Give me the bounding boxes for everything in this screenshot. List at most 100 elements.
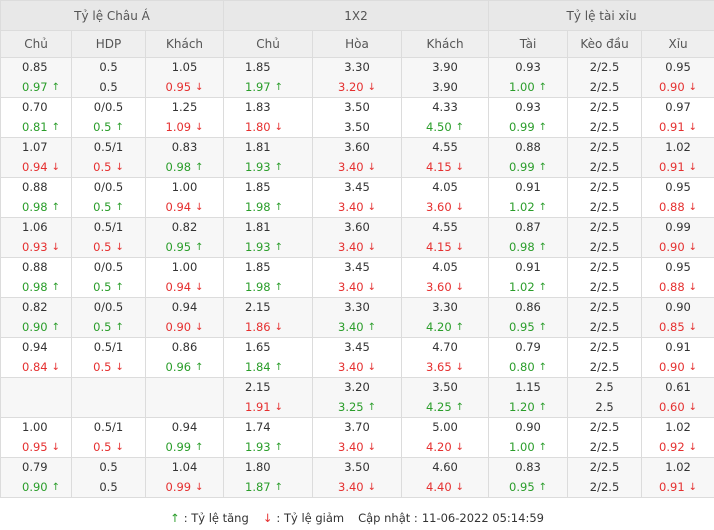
odds-top-line: 1.83 (224, 99, 312, 116)
odds-value: 2/2.5 (589, 160, 620, 174)
odds-value: 0.82 (171, 220, 198, 234)
arrow-up-icon: ↑ (115, 202, 124, 213)
odds-bottom-line: 3.50 (313, 119, 401, 136)
cell-1x2-away: 4.70 3.65 ↓ (401, 337, 490, 378)
odds-value: 0.98 (509, 240, 535, 254)
odds-top-line: 3.30 (313, 59, 401, 76)
arrow-down-icon: ↓ (688, 482, 698, 493)
odds-value: 3.45 (344, 340, 370, 354)
cell-under: 1.02 0.91 ↓ (641, 457, 714, 498)
odds-row: 0.88 0.98 ↑ 0/0.5 0.5 ↑ 1.00 0.94 ↓ 1.85 1.98 ↑ 3.45… (0, 177, 714, 218)
odds-bottom-line: 3.25 ↑ (313, 399, 401, 416)
odds-bottom-line: 0.5 ↑ (72, 199, 145, 216)
arrow-down-icon: ↓ (688, 322, 698, 333)
odds-value: 2/2.5 (589, 200, 620, 214)
odds-bottom-line: 1.20 ↑ (489, 399, 567, 416)
odds-value: 1.93 (245, 440, 271, 454)
arrow-up-icon: ↑ (115, 122, 124, 133)
odds-bottom-line: 0.95 ↓ (1, 439, 71, 456)
cell-draw: 3.60 3.40 ↓ (312, 217, 403, 258)
odds-value: 2.5 (595, 380, 614, 394)
odds-bottom-line: 0.5 ↓ (72, 359, 145, 376)
odds-top-line: 0.87 (489, 219, 567, 236)
odds-value: 0.88 (659, 280, 685, 294)
odds-top-line: 3.45 (313, 259, 401, 276)
odds-bottom-line (72, 399, 145, 416)
odds-top-line: 0.70 (1, 99, 71, 116)
odds-bottom-line: 0.88 ↓ (642, 279, 714, 296)
odds-top-line: 0.97 (642, 99, 714, 116)
odds-value: 3.30 (344, 300, 370, 314)
odds-value: 0.95 (509, 480, 535, 494)
cell-asian-away: 1.00 0.94 ↓ (144, 177, 225, 218)
odds-value: 0.83 (171, 140, 198, 154)
arrow-up-icon: ↑ (170, 511, 180, 525)
arrow-down-icon: ↓ (51, 162, 60, 173)
odds-bottom-line: 3.40 ↓ (313, 159, 401, 176)
odds-top-line: 2/2.5 (568, 139, 641, 156)
arrow-down-icon: ↓ (195, 282, 204, 293)
odds-top-line: 2/2.5 (568, 299, 641, 316)
cell-draw: 3.45 3.40 ↓ (312, 257, 403, 298)
odds-value: 2/2.5 (589, 420, 620, 434)
odds-top-line: 0/0.5 (72, 299, 145, 316)
odds-value: 1.02 (665, 460, 691, 474)
odds-bottom-line: 0.88 ↓ (642, 199, 714, 216)
odds-value: 0.5 (93, 440, 112, 454)
odds-top-line: 2/2.5 (568, 99, 641, 116)
cell-asian-home: 1.07 0.94 ↓ (0, 137, 72, 178)
odds-value: 5.00 (432, 420, 458, 434)
arrow-down-icon: ↓ (51, 442, 60, 453)
odds-value: 0.84 (22, 360, 48, 374)
odds-top-line: 0.79 (489, 339, 567, 356)
odds-top-line: 0.61 (642, 379, 714, 396)
odds-top-line: 1.02 (642, 139, 714, 156)
odds-value: 0.5 (99, 480, 118, 494)
arrow-up-icon: ↑ (51, 322, 60, 333)
odds-value: 1.81 (245, 140, 271, 154)
odds-value: 3.30 (344, 60, 370, 74)
odds-top-line: 0.86 (489, 299, 567, 316)
cell-opening-line: 2/2.5 2/2.5 (567, 337, 643, 378)
odds-value: 1.04 (171, 460, 198, 474)
odds-value: 1.85 (245, 180, 271, 194)
odds-top-line: 0.91 (489, 179, 567, 196)
odds-bottom-line: 0.93 ↓ (1, 239, 71, 256)
arrow-down-icon: ↓ (455, 362, 465, 373)
arrow-down-icon: ↓ (367, 242, 377, 253)
odds-row: 0.82 0.90 ↑ 0/0.5 0.5 ↑ 0.94 0.90 ↓ 2.15 1.86 ↓ 3.30… (0, 297, 714, 338)
odds-value: 0.5 (99, 80, 118, 94)
odds-row: 0.94 0.84 ↓ 0.5/1 0.5 ↓ 0.86 0.96 ↑ 1.65 1.84 ↑ 3.45… (0, 337, 714, 378)
arrow-down-icon: ↓ (455, 162, 465, 173)
odds-value: 3.40 (338, 360, 364, 374)
arrow-up-icon: ↑ (538, 282, 548, 293)
arrow-up-icon: ↑ (274, 442, 284, 453)
cell-opening-line: 2/2.5 2/2.5 (567, 217, 643, 258)
cell-asian-home: 0.88 0.98 ↑ (0, 177, 72, 218)
odds-bottom-line: 1.93 ↑ (224, 239, 312, 256)
cell-asian-home: 1.06 0.93 ↓ (0, 217, 72, 258)
odds-top-line: 1.85 (224, 59, 312, 76)
odds-top-line: 0.88 (1, 179, 71, 196)
odds-value: 1.65 (245, 340, 271, 354)
odds-bottom-line: 0.99 ↑ (146, 439, 223, 456)
legend-down-label: : Tỷ lệ giảm (276, 511, 345, 525)
cell-under: 0.95 0.88 ↓ (641, 177, 714, 218)
odds-value: 0.94 (171, 300, 198, 314)
cell-opening-line: 2.5 2.5 (567, 377, 643, 418)
odds-value: 0.5 (93, 360, 112, 374)
odds-value: 0.95 (165, 80, 192, 94)
odds-bottom-line: 0.95 ↑ (489, 479, 567, 496)
odds-value: 0.99 (665, 220, 691, 234)
cell-1x2-home: 1.81 1.93 ↑ (223, 137, 314, 178)
odds-bottom-line: 0.5 ↑ (72, 279, 145, 296)
odds-row: 1.07 0.94 ↓ 0.5/1 0.5 ↓ 0.83 0.98 ↑ 1.81 1.93 ↑ 3.60… (0, 137, 714, 178)
odds-value: 0.93 (22, 240, 48, 254)
odds-top-line: 0.82 (146, 219, 223, 236)
odds-value: 1.80 (245, 460, 271, 474)
cell-under: 0.90 0.85 ↓ (641, 297, 714, 338)
cell-asian-away: 0.82 0.95 ↑ (144, 217, 225, 258)
odds-top-line: 4.55 (402, 219, 488, 236)
odds-bottom-line: 4.25 ↑ (402, 399, 488, 416)
odds-value: 3.50 (344, 100, 370, 114)
